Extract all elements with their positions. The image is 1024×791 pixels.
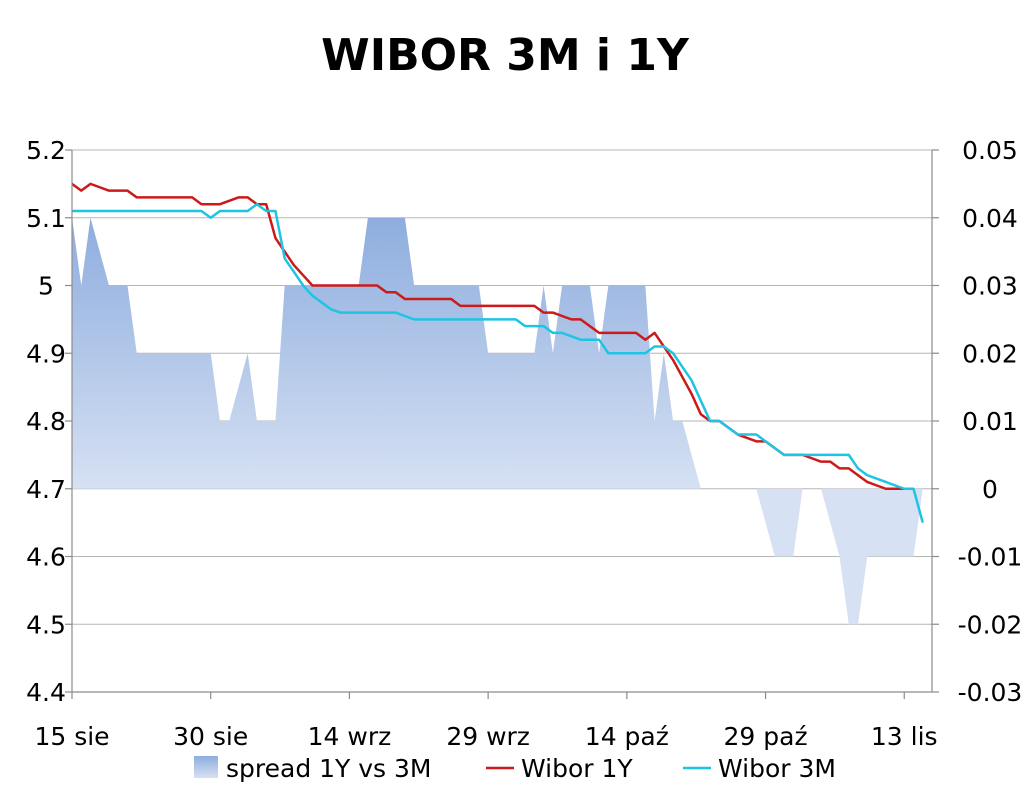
right-tick-label: 0.05 <box>962 136 1018 165</box>
right-tick-label: -0.03 <box>958 678 1023 707</box>
left-tick-label: 4.8 <box>26 407 66 436</box>
right-tick-label: -0.02 <box>958 610 1023 639</box>
left-tick-label: 4.6 <box>26 543 66 572</box>
left-tick-label: 4.7 <box>26 475 66 504</box>
x-tick-label: 29 wrz <box>446 722 530 751</box>
right-axis-ticks: -0.03 -0.02 -0.01 0 0.01 0.02 0.03 0.04 0.05 <box>932 136 1022 707</box>
x-tick-label: 15 sie <box>34 722 109 751</box>
left-tick-label: 5 <box>38 272 54 301</box>
chart-title: WIBOR 3M i 1Y <box>321 30 689 81</box>
legend-swatch-spread-1y-vs-3m <box>194 756 218 778</box>
left-axis-ticks: 4.4 4.5 4.6 4.7 4.8 4.9 5 5.1 5.2 <box>26 136 72 707</box>
left-tick-label: 4.4 <box>26 678 66 707</box>
x-tick-label: 30 sie <box>173 722 248 751</box>
left-tick-label: 4.5 <box>26 610 66 639</box>
x-tick-label: 14 wrz <box>308 722 392 751</box>
spread-area <box>72 217 923 625</box>
x-axis-ticks: 15 sie 30 sie 14 wrz 29 wrz 14 paź 29 paź 13 l… <box>34 692 938 751</box>
right-tick-label: -0.01 <box>958 543 1023 572</box>
legend-label-spread-1y-vs-3m: spread 1Y vs 3M <box>226 754 432 783</box>
legend-label-wibor-3m: Wibor 3M <box>718 754 836 783</box>
wibor-3m-line <box>72 202 924 523</box>
x-tick-label: 14 paź <box>585 722 669 751</box>
right-tick-label: 0.03 <box>962 272 1018 301</box>
left-tick-label: 5.2 <box>26 136 66 165</box>
left-tick-label: 4.9 <box>26 339 66 368</box>
right-tick-label: 0 <box>982 475 998 504</box>
spread-area-layer <box>72 217 923 625</box>
x-tick-label: 13 lis <box>871 722 938 751</box>
right-tick-label: 0.04 <box>962 204 1018 233</box>
right-tick-label: 0.02 <box>962 339 1018 368</box>
left-tick-label: 5.1 <box>26 204 66 233</box>
legend-label-wibor-1y: Wibor 1Y <box>521 754 633 783</box>
right-tick-label: 0.01 <box>962 407 1018 436</box>
line-series-layer <box>71 182 924 523</box>
x-tick-label: 29 paź <box>724 722 808 751</box>
legend: spread 1Y vs 3M Wibor 1Y Wibor 3M <box>194 754 836 783</box>
